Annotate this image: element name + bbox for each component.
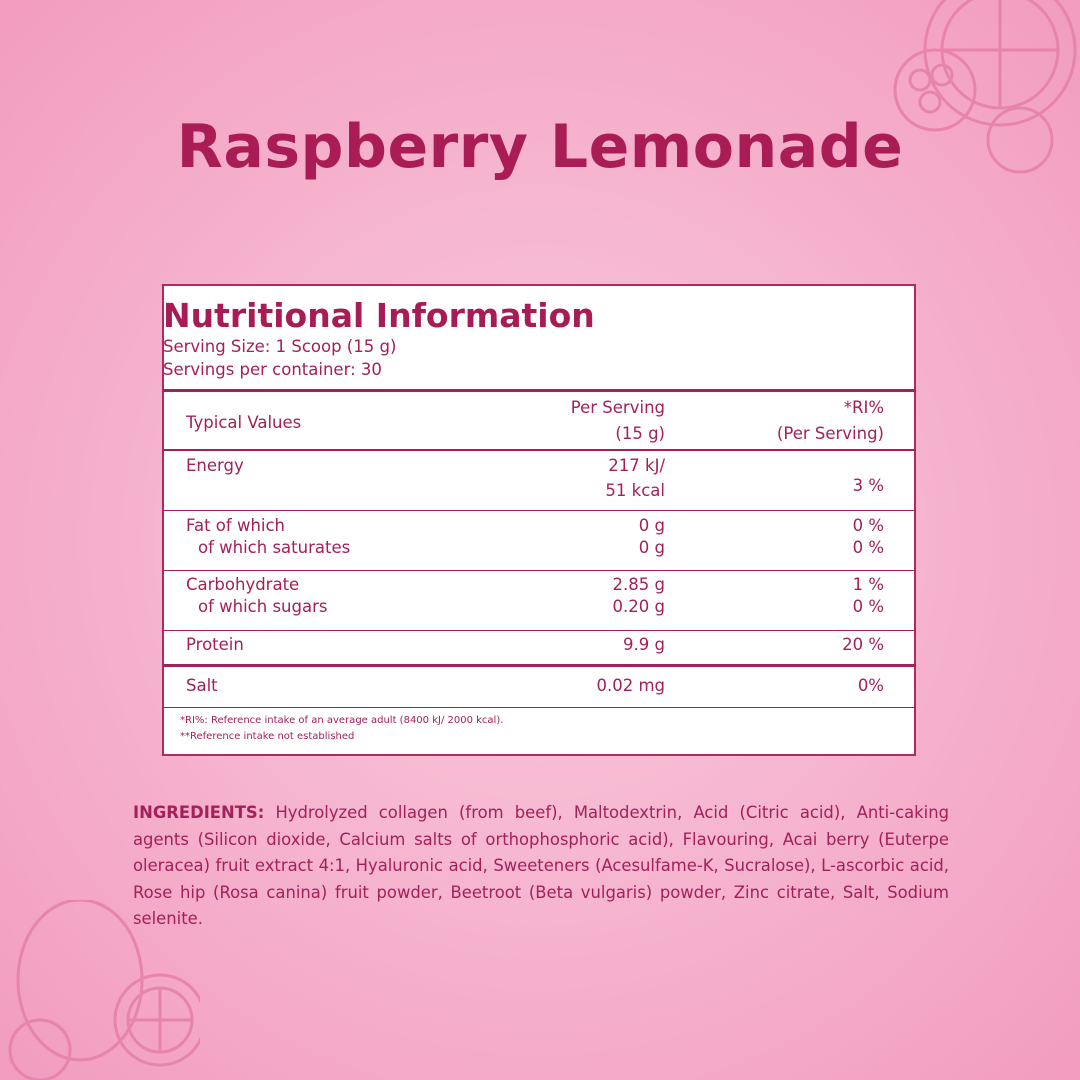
- header-label: Typical Values: [186, 413, 302, 432]
- row-sublabel: of which saturates: [198, 538, 351, 557]
- rule: [163, 510, 916, 511]
- row-label: Salt: [186, 676, 218, 695]
- row-ri: 20 %: [842, 635, 884, 654]
- ingredients-text: Hydrolyzed collagen (from beef), Maltode…: [133, 803, 949, 928]
- nutrition-panel: [162, 284, 916, 756]
- row-ri: 0 %: [852, 597, 884, 616]
- row-ri: 0%: [857, 676, 884, 695]
- row-value: 0 g: [638, 516, 665, 535]
- servings-per-container: Servings per container: 30: [163, 360, 382, 379]
- ingredients-label: INGREDIENTS:: [133, 803, 265, 822]
- fruit-decoration: [893, 0, 1077, 174]
- row-label: Energy: [186, 456, 244, 475]
- row-value: 2.85 g: [612, 575, 665, 594]
- row-sublabel: of which sugars: [198, 597, 328, 616]
- title: Raspberry Lemonade: [176, 112, 904, 182]
- row-value: 217 kJ/: [608, 456, 665, 475]
- header-per-serving: (15 g): [615, 424, 665, 443]
- row-ri: 3 %: [852, 476, 884, 495]
- row-value: 51 kcal: [605, 481, 665, 500]
- rule: [163, 449, 916, 451]
- serving-size: Serving Size: 1 Scoop (15 g): [163, 337, 397, 356]
- header-per-serving: Per Serving: [570, 398, 665, 417]
- row-label: Protein: [186, 635, 244, 654]
- ingredients: INGREDIENTS: Hydrolyzed collagen (from b…: [133, 800, 949, 933]
- row-value: 0.02 mg: [596, 676, 665, 695]
- panel-heading: Nutritional Information: [163, 296, 595, 335]
- row-ri: 1 %: [852, 575, 884, 594]
- rule: [163, 707, 916, 708]
- rule: [163, 664, 916, 667]
- fruit-decoration: [8, 900, 200, 1080]
- header-ri: *RI%: [843, 398, 884, 417]
- row-label: Fat of which: [186, 516, 286, 535]
- row-value: 0.20 g: [612, 597, 665, 616]
- rule: [163, 630, 916, 631]
- row-label: Carbohydrate: [186, 575, 300, 594]
- row-ri: 0 %: [852, 538, 884, 557]
- rule: [163, 389, 916, 392]
- header-ri: (Per Serving): [776, 424, 884, 443]
- row-value: 0 g: [638, 538, 665, 557]
- row-value: 9.9 g: [623, 635, 665, 654]
- footnote: **Reference intake not established: [180, 731, 355, 742]
- footnote: *RI%: Reference intake of an average adu…: [180, 715, 504, 726]
- row-ri: 0 %: [852, 516, 884, 535]
- rule: [163, 570, 916, 571]
